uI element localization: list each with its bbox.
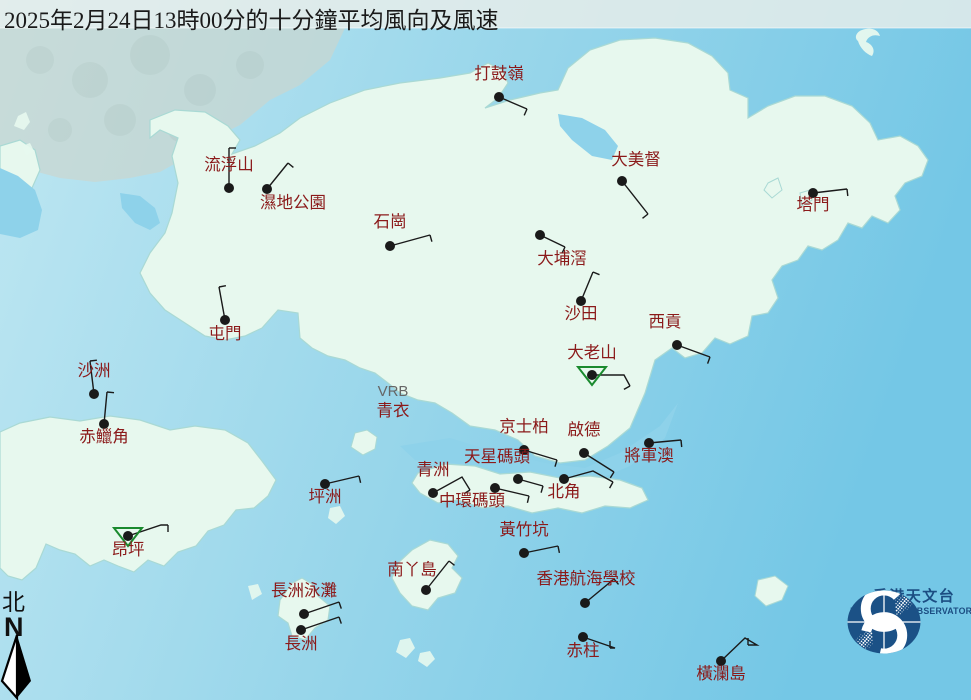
svg-text:京士柏: 京士柏 (499, 417, 549, 436)
svg-text:青洲: 青洲 (417, 460, 450, 479)
svg-text:將軍澳: 將軍澳 (624, 446, 674, 465)
svg-text:赤鱲角: 赤鱲角 (79, 427, 129, 446)
svg-text:沙洲: 沙洲 (78, 361, 111, 380)
svg-text:塔門: 塔門 (797, 195, 830, 214)
svg-text:大埔滘: 大埔滘 (537, 249, 587, 268)
svg-text:沙田: 沙田 (565, 304, 598, 323)
svg-text:天星碼頭: 天星碼頭 (464, 447, 531, 466)
svg-text:坪洲: 坪洲 (309, 487, 342, 506)
svg-text:香港航海學校: 香港航海學校 (537, 569, 636, 588)
svg-text:濕地公園: 濕地公園 (260, 193, 326, 212)
svg-text:黃竹坑: 黃竹坑 (499, 520, 549, 539)
svg-text:流浮山: 流浮山 (204, 155, 254, 174)
svg-text:啟德: 啟德 (568, 420, 601, 439)
svg-text:西貢: 西貢 (649, 312, 682, 331)
svg-text:N: N (4, 612, 24, 642)
svg-text:長洲泳灘: 長洲泳灘 (271, 581, 337, 600)
svg-text:石崗: 石崗 (374, 212, 407, 231)
svg-text:VRB: VRB (378, 383, 409, 400)
svg-text:大美督: 大美督 (611, 150, 661, 169)
svg-text:橫瀾島: 橫瀾島 (696, 664, 746, 683)
svg-text:大老山: 大老山 (567, 343, 617, 362)
svg-text:中環碼頭: 中環碼頭 (439, 491, 506, 510)
svg-text:昂坪: 昂坪 (112, 540, 145, 559)
svg-text:赤柱: 赤柱 (567, 641, 600, 660)
svg-text:北角: 北角 (548, 482, 581, 501)
svg-text:南丫島: 南丫島 (387, 560, 437, 579)
svg-text:青衣: 青衣 (377, 401, 410, 420)
svg-text:屯門: 屯門 (209, 324, 242, 343)
svg-text:打鼓嶺: 打鼓嶺 (474, 64, 524, 83)
svg-text:長洲: 長洲 (285, 634, 318, 653)
